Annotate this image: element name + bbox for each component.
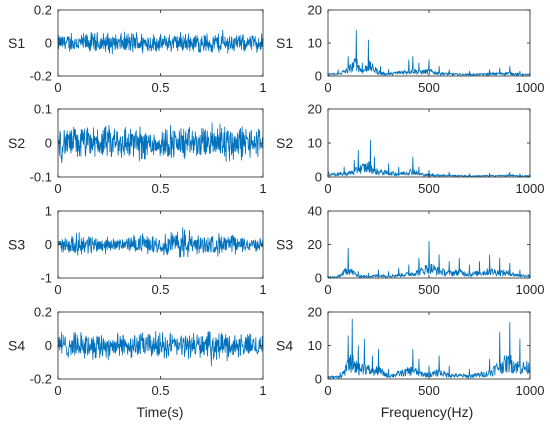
x-tick-label: 0 [324, 181, 331, 196]
x-tick-label: 0.5 [151, 181, 169, 196]
y-tick-label: -0.2 [30, 69, 52, 84]
x-tick-label: 1000 [516, 383, 545, 398]
signal-line [57, 122, 264, 164]
signal-label: S4 [8, 338, 25, 354]
x-tick-label: 0 [54, 80, 61, 95]
signal-label: S2 [276, 135, 293, 151]
signal-line [57, 330, 264, 367]
y-tick-label: 0 [45, 136, 52, 151]
x-tick-label: 0 [54, 181, 61, 196]
signal-label: S1 [8, 35, 25, 51]
y-tick-label: 20 [308, 305, 322, 320]
y-tick-label: -0.2 [30, 372, 52, 387]
x-axis-label-frequency: Frequency(Hz) [381, 404, 474, 420]
y-tick-label: -0.1 [30, 170, 52, 185]
y-tick-label: 0 [315, 69, 322, 84]
signal-label: S3 [276, 237, 293, 253]
y-tick-label: 20 [308, 102, 322, 117]
x-tick-label: 500 [418, 80, 440, 95]
signal-line [327, 241, 531, 279]
x-tick-label: 1 [259, 282, 266, 297]
y-tick-label: -1 [40, 271, 52, 286]
signal-label: S1 [276, 35, 293, 51]
x-tick-label: 0 [324, 383, 331, 398]
x-tick-label: 500 [418, 181, 440, 196]
y-tick-label: 10 [308, 36, 322, 51]
signal-line [57, 30, 264, 55]
panel-s4-time: -0.200.20 0.5 1S4 [8, 305, 267, 399]
signal-label: S4 [276, 338, 293, 354]
y-tick-label: 0 [45, 237, 52, 252]
x-tick-label: 0.5 [151, 282, 169, 297]
x-tick-label: 1000 [516, 282, 545, 297]
panel-s1-time: -0.200.20 0.5 1S1 [8, 3, 267, 96]
x-tick-label: 1 [259, 80, 266, 95]
signal-line [327, 139, 531, 179]
x-tick-label: 1000 [516, 181, 545, 196]
signal-label: S2 [8, 135, 25, 151]
panel-s1-frequency: 0 10 20 0 500 1000 S1 [276, 3, 544, 96]
y-tick-label: 10 [308, 136, 322, 151]
y-tick-label: 0 [45, 36, 52, 51]
y-tick-label: 1 [45, 204, 52, 219]
panel-s4-frequency: 0 10 20 0 500 1000 S4 [276, 305, 544, 399]
x-tick-label: 500 [418, 282, 440, 297]
x-tick-label: 0 [324, 80, 331, 95]
panel-s2-frequency: 0 10 20 0 500 1000 S2 [276, 102, 544, 197]
y-tick-label: 20 [308, 237, 322, 252]
x-tick-label: 1000 [516, 80, 545, 95]
y-tick-label: 0 [315, 372, 322, 387]
x-tick-label: 1 [259, 181, 266, 196]
x-tick-label: 0.5 [151, 80, 169, 95]
y-tick-label: 10 [308, 338, 322, 353]
x-tick-label: 0 [54, 282, 61, 297]
x-tick-label: 0.5 [151, 383, 169, 398]
signal-line [327, 29, 531, 77]
y-tick-label: 0 [315, 170, 322, 185]
y-tick-label: 0 [45, 338, 52, 353]
panel-s3-frequency: 0 20 40 0 500 1000 S3 [276, 204, 544, 298]
x-tick-label: 1 [259, 383, 266, 398]
y-tick-label: 20 [308, 3, 322, 18]
y-tick-label: 0 [315, 271, 322, 286]
x-tick-label: 0 [54, 383, 61, 398]
y-tick-label: 0.2 [34, 305, 52, 320]
signal-line [327, 318, 531, 380]
y-tick-label: 0.1 [34, 102, 52, 117]
x-tick-label: 500 [418, 383, 440, 398]
signal-label: S3 [8, 237, 25, 253]
y-tick-label: 0.2 [34, 3, 52, 18]
signal-line [57, 227, 264, 258]
x-tick-label: 0 [324, 282, 331, 297]
y-tick-label: 40 [308, 204, 322, 219]
panel-s2-time: -0.100.10 0.5 1S2 [8, 102, 267, 197]
x-axis-label-time: Time(s) [137, 404, 184, 420]
